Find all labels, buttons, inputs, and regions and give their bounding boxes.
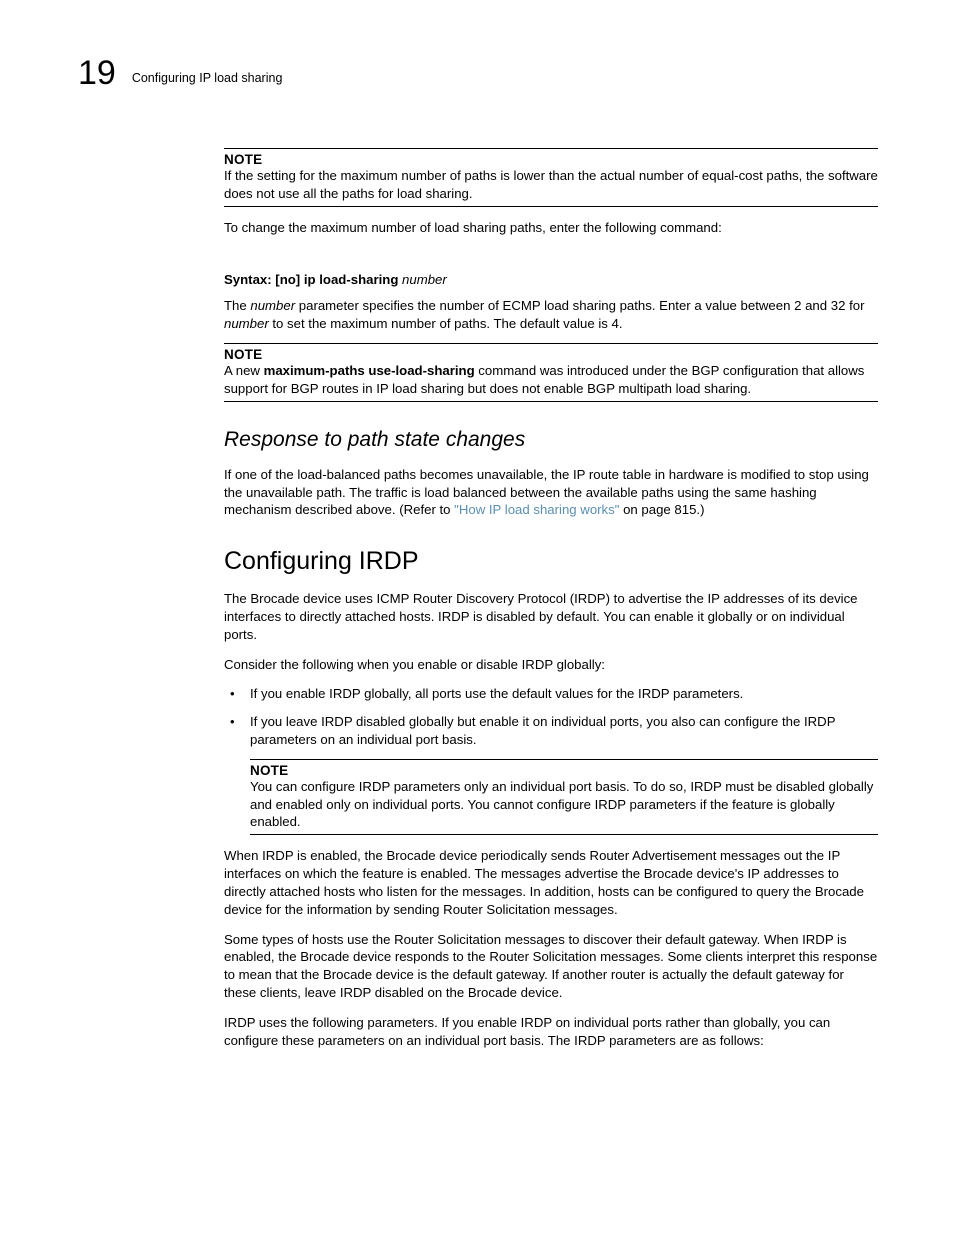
paragraph: When IRDP is enabled, the Brocade device…	[224, 847, 878, 918]
text: to set the maximum number of paths. The …	[269, 316, 623, 331]
paragraph: The Brocade device uses ICMP Router Disc…	[224, 590, 878, 643]
syntax-command: [no] ip load-sharing	[272, 272, 402, 287]
note-label: NOTE	[250, 763, 878, 778]
rule	[224, 206, 878, 207]
paragraph: IRDP uses the following parameters. If y…	[224, 1014, 878, 1050]
note-label: NOTE	[224, 152, 878, 167]
note-block-3: NOTE You can configure IRDP parameters o…	[250, 759, 878, 835]
running-title: Configuring IP load sharing	[132, 71, 283, 85]
bullet-list: If you enable IRDP globally, all ports u…	[224, 685, 878, 748]
syntax-arg: number	[402, 272, 447, 287]
text: parameter specifies the number of ECMP l…	[295, 298, 864, 313]
rule	[224, 401, 878, 402]
syntax-line: Syntax: [no] ip load-sharing number	[224, 272, 878, 287]
syntax-prefix: Syntax:	[224, 272, 272, 287]
rule	[250, 759, 878, 760]
note-text: If the setting for the maximum number of…	[224, 167, 878, 203]
rule	[224, 148, 878, 149]
page: 19 Configuring IP load sharing NOTE If t…	[0, 0, 954, 1235]
list-item: If you enable IRDP globally, all ports u…	[224, 685, 878, 703]
paragraph: If one of the load-balanced paths become…	[224, 466, 878, 519]
heading-configuring-irdp: Configuring IRDP	[224, 547, 878, 576]
paragraph: To change the maximum number of load sha…	[224, 219, 878, 237]
text: The	[224, 298, 250, 313]
paragraph: The number parameter specifies the numbe…	[224, 297, 878, 333]
command-name: maximum-paths use-load-sharing	[264, 363, 475, 378]
syntax-arg: number	[224, 316, 269, 331]
chapter-number: 19	[78, 56, 116, 90]
text: A new	[224, 363, 264, 378]
text: on page 815.)	[619, 502, 704, 517]
note-block-1: NOTE If the setting for the maximum numb…	[224, 148, 878, 207]
note-text: A new maximum-paths use-load-sharing com…	[224, 362, 878, 398]
note-label: NOTE	[224, 347, 878, 362]
note-text: You can configure IRDP parameters only a…	[250, 778, 878, 831]
rule	[224, 343, 878, 344]
cross-reference-link[interactable]: "How IP load sharing works"	[454, 502, 619, 517]
list-item: If you leave IRDP disabled globally but …	[224, 713, 878, 749]
running-header: 19 Configuring IP load sharing	[78, 56, 876, 90]
content-column: NOTE If the setting for the maximum numb…	[224, 148, 878, 1049]
note-block-2: NOTE A new maximum-paths use-load-sharin…	[224, 343, 878, 402]
paragraph: Consider the following when you enable o…	[224, 656, 878, 674]
rule	[250, 834, 878, 835]
syntax-arg: number	[250, 298, 295, 313]
paragraph: Some types of hosts use the Router Solic…	[224, 931, 878, 1002]
heading-response: Response to path state changes	[224, 428, 878, 452]
